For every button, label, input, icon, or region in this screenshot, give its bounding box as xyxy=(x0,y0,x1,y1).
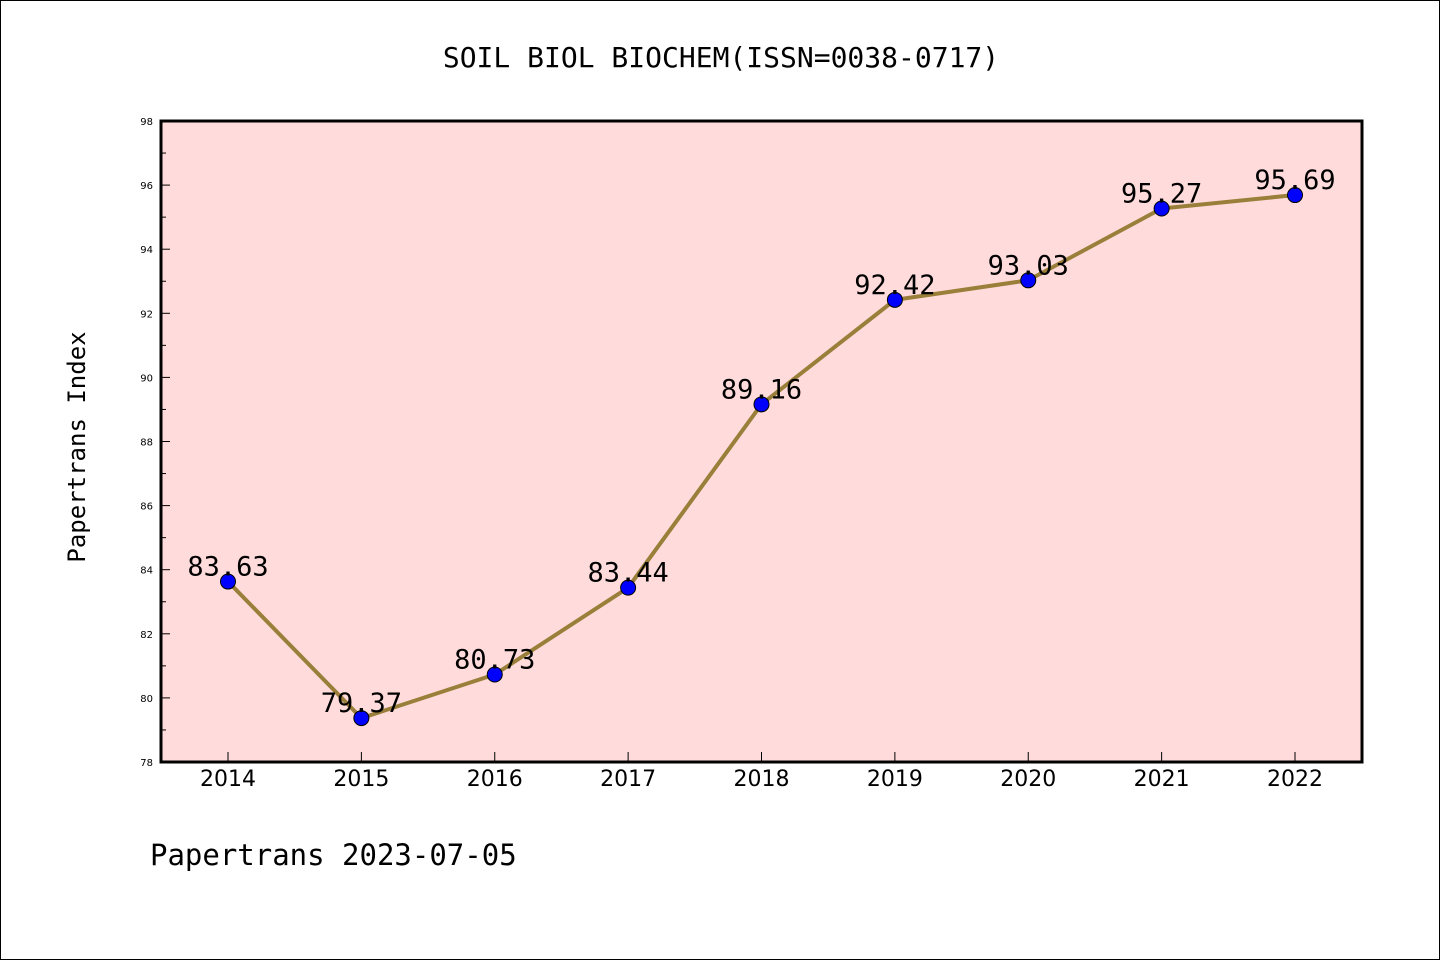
x-tick-label: 2017 xyxy=(600,767,656,792)
data-label: 92.42 xyxy=(854,270,935,301)
y-tick-label: 86 xyxy=(140,502,153,513)
x-tick-label: 2014 xyxy=(200,767,256,792)
y-tick-label: 82 xyxy=(140,630,153,641)
data-labels: 83.63 79.37 80.73 83.44 89.16 92.42 93.03 95.27… xyxy=(187,165,1335,719)
y-tick-label: 88 xyxy=(140,438,153,449)
data-label: 80.73 xyxy=(454,645,535,676)
y-tick-label: 92 xyxy=(140,309,153,320)
chart-title: SOIL BIOL BIOCHEM(ISSN=0038-0717) xyxy=(443,41,999,74)
data-label: 79.37 xyxy=(321,688,402,719)
data-point xyxy=(220,573,236,590)
data-point xyxy=(1287,187,1303,204)
data-point xyxy=(1020,272,1037,289)
data-label: 95.27 xyxy=(1121,178,1202,209)
y-tick-label: 84 xyxy=(140,566,153,577)
data-label: 93.03 xyxy=(988,250,1069,281)
x-tick-label: 2019 xyxy=(867,767,923,792)
data-label: 95.69 xyxy=(1254,165,1335,196)
y-tick-label: 98 xyxy=(140,117,153,128)
data-label: 83.44 xyxy=(587,558,668,589)
y-tick-label: 94 xyxy=(140,245,153,256)
x-tick-label: 2021 xyxy=(1134,767,1190,792)
y-axis-label: Papertrans Index xyxy=(63,331,91,562)
data-point xyxy=(1153,200,1170,217)
data-point xyxy=(353,710,370,727)
plot-area xyxy=(161,121,1362,762)
y-tick-label: 90 xyxy=(140,373,153,384)
y-tick-label: 80 xyxy=(140,694,153,705)
y-tick-label: 96 xyxy=(140,181,153,192)
x-tick-label: 2018 xyxy=(734,767,790,792)
data-point xyxy=(620,579,637,596)
series-layer xyxy=(220,187,1303,727)
y-axis-ticks: 78 80 82 84 86 88 90 92 94 96 98 xyxy=(140,117,170,769)
x-tick-label: 2016 xyxy=(467,767,523,792)
data-point xyxy=(486,666,503,683)
x-tick-label: 2020 xyxy=(1000,767,1056,792)
x-tick-label: 2022 xyxy=(1267,767,1323,792)
data-label: 83.63 xyxy=(187,552,268,583)
footer-date: Papertrans 2023-07-05 xyxy=(150,838,517,872)
x-axis-ticks: 2014 2015 2016 2017 2018 2019 2020 2021 2022 xyxy=(200,752,1323,792)
data-point xyxy=(886,291,903,308)
x-tick-label: 2015 xyxy=(333,767,389,792)
y-tick-label: 78 xyxy=(140,758,153,769)
data-label: 89.16 xyxy=(721,374,802,405)
plot-border xyxy=(159,119,1364,764)
data-point xyxy=(753,396,770,413)
